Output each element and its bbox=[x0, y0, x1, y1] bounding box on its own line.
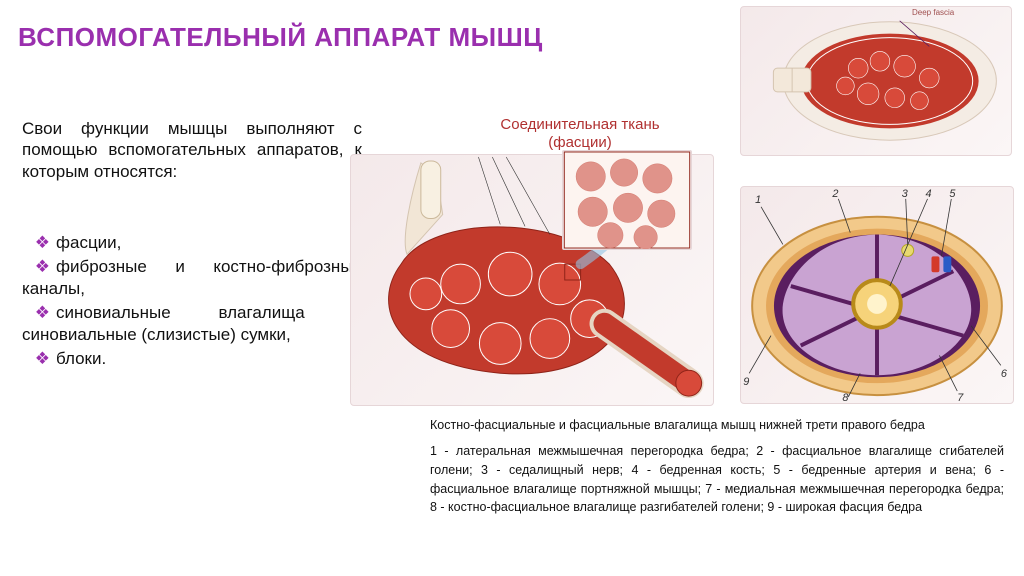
page-title: ВСПОМОГАТЕЛЬНЫЙ АППАРАТ МЫШЦ bbox=[18, 22, 543, 53]
caption-title: Костно-фасциальные и фасциальные влагали… bbox=[430, 418, 1004, 432]
bullet-list: ❖фасции, ❖фиброзные и костно-фиброзные к… bbox=[22, 232, 362, 373]
diamond-icon: ❖ bbox=[22, 256, 56, 278]
list-item: ❖фиброзные и костно-фиброзные каналы, bbox=[22, 256, 362, 300]
cs-num: 5 bbox=[949, 188, 956, 200]
intro-text: Свои функции мышцы выполняют с помощью в… bbox=[22, 118, 362, 182]
cs-num: 2 bbox=[831, 188, 838, 200]
list-label: фасции, bbox=[56, 233, 121, 252]
cs-num: 3 bbox=[902, 188, 908, 200]
deep-fascia-label: Deep fascia bbox=[912, 8, 954, 17]
cs-num: 7 bbox=[957, 392, 964, 403]
figure-deep-fascia bbox=[740, 6, 1012, 156]
fascia-label: Соединительная ткань (фасции) bbox=[475, 116, 685, 152]
diamond-icon: ❖ bbox=[22, 302, 56, 324]
diamond-icon: ❖ bbox=[22, 348, 56, 370]
figure-histology bbox=[562, 150, 692, 250]
diamond-icon: ❖ bbox=[22, 232, 56, 254]
cs-num: 4 bbox=[926, 188, 932, 200]
list-label: синовиальные влагалища и синовиальные (с… bbox=[22, 303, 362, 344]
list-item: ❖блоки. bbox=[22, 348, 362, 370]
figure-cross-section: 1 2 3 4 5 6 7 8 9 bbox=[740, 186, 1014, 404]
caption-body: 1 - латеральная межмышечная перегородка … bbox=[430, 442, 1004, 517]
list-label: фиброзные и костно-фиброзные каналы, bbox=[22, 257, 362, 298]
list-item: ❖синовиальные влагалища и синовиальные (… bbox=[22, 302, 362, 346]
fascia-label-line1: Соединительная ткань bbox=[475, 116, 685, 134]
cs-num: 6 bbox=[1001, 368, 1008, 380]
cs-num: 1 bbox=[755, 194, 761, 206]
list-item: ❖фасции, bbox=[22, 232, 362, 254]
list-label: блоки. bbox=[56, 349, 106, 368]
cs-num: 8 bbox=[842, 392, 848, 403]
cs-num: 9 bbox=[743, 376, 749, 388]
